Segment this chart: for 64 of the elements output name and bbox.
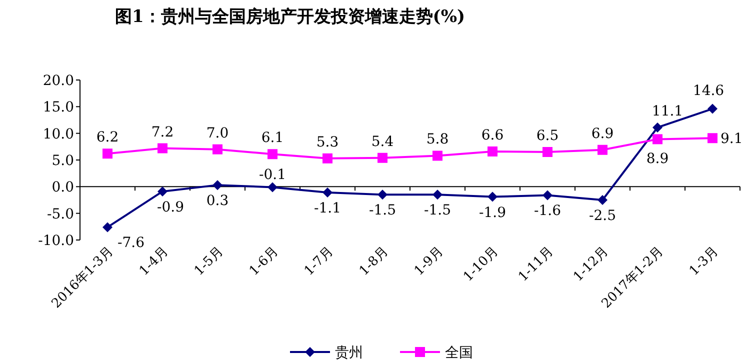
data-label: 6.5: [536, 128, 559, 144]
point: [652, 134, 662, 144]
x-tick-label: 1-5月: [192, 244, 226, 279]
y-tick-label: -5.0: [47, 206, 74, 222]
x-tick-label: 1-3月: [686, 244, 722, 279]
x-tick-label: 1-6月: [246, 244, 282, 279]
point: [158, 186, 168, 196]
data-label: -1.9: [479, 204, 506, 221]
point: [598, 195, 608, 205]
data-label: 0.3: [206, 193, 229, 210]
data-label: 6.6: [481, 127, 504, 144]
legend-label: 贵州: [335, 345, 363, 361]
y-tick-label: 10.0: [42, 126, 74, 142]
data-label: 7.0: [206, 125, 229, 142]
y-tick-label: 0.0: [52, 180, 74, 196]
point: [212, 180, 222, 190]
point: [378, 152, 388, 163]
chart-title: 图1：贵州与全国房地产开发投资增速走势(%): [114, 7, 466, 27]
data-label: -1.6: [534, 203, 562, 220]
data-label: -1.1: [314, 200, 341, 217]
y-tick-label: -10.0: [38, 233, 74, 249]
data-label: -0.1: [259, 167, 286, 184]
data-label: 5.4: [371, 134, 394, 150]
data-label: 8.9: [646, 151, 669, 168]
point: [708, 104, 718, 114]
data-label: 9.1: [720, 131, 743, 148]
y-tick-label: 15.0: [42, 100, 74, 116]
data-label: 6.9: [591, 126, 614, 142]
point: [488, 192, 498, 202]
point: [102, 222, 112, 232]
point: [322, 188, 332, 198]
point: [102, 148, 112, 159]
x-tick-label: 1-8月: [356, 244, 392, 279]
y-tick-label: 5.0: [52, 153, 74, 169]
point: [708, 133, 718, 144]
data-label: 11.1: [652, 103, 684, 120]
data-label: -1.5: [424, 202, 451, 219]
point: [212, 144, 222, 154]
point: [542, 190, 552, 200]
data-label: -2.5: [589, 208, 616, 224]
point: [268, 149, 278, 160]
data-label: -7.6: [118, 235, 145, 252]
data-label: 6.2: [96, 130, 119, 146]
x-tick-label: 1-9月: [412, 244, 446, 279]
point: [432, 190, 442, 200]
x-tick-label: 1-7月: [302, 244, 336, 279]
data-label: -0.9: [157, 199, 184, 216]
point: [542, 147, 552, 157]
data-label: 6.1: [261, 130, 284, 146]
point: [432, 150, 442, 161]
point: [488, 146, 498, 156]
point: [268, 182, 278, 192]
data-label: 5.8: [426, 132, 449, 148]
data-label: -1.5: [369, 202, 396, 219]
point: [322, 153, 332, 164]
point: [378, 190, 388, 200]
point: [652, 122, 662, 132]
point: [158, 143, 168, 154]
data-label: 14.6: [692, 82, 724, 99]
data-label: 7.2: [151, 124, 174, 140]
point: [598, 144, 608, 155]
data-label: 5.3: [316, 134, 339, 150]
legend-label: 全国: [445, 345, 473, 361]
y-tick-label: 20.0: [42, 73, 74, 89]
